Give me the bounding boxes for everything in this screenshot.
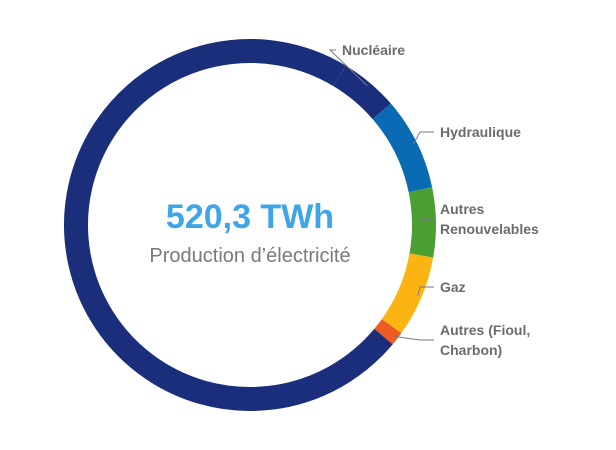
slice-label-2-line-0: Autres	[440, 201, 485, 217]
leader-line-0	[328, 49, 368, 87]
leader-line-3	[417, 286, 434, 296]
slice-labels: Nucléaire Hydraulique Autres Renouvelables G…	[342, 42, 539, 358]
donut-slices	[64, 39, 436, 411]
donut-slice-0	[333, 65, 391, 120]
donut-slice-3	[381, 253, 434, 334]
slice-label-3-line-0: Gaz	[440, 279, 466, 295]
donut-slice-1	[372, 103, 433, 193]
center-label: Production d’électricité	[149, 245, 350, 267]
leader-line-1	[412, 131, 434, 145]
leader-line-2	[419, 218, 434, 223]
leader-line-4	[393, 335, 434, 341]
slice-label-4-line-1: Charbon)	[440, 342, 502, 358]
slice-label-0-line-0: Nucléaire	[342, 42, 405, 58]
slice-label-1-line-0: Hydraulique	[440, 124, 521, 140]
donut-slice-4	[374, 319, 402, 345]
leader-lines	[328, 49, 434, 341]
donut-slice-5	[64, 39, 393, 411]
slice-label-4-line-0: Autres (Fioul,	[440, 322, 530, 338]
slice-label-2-line-1: Renouvelables	[440, 221, 539, 237]
donut-slice-2	[408, 187, 436, 258]
center-value: 520,3 TWh	[166, 198, 334, 236]
